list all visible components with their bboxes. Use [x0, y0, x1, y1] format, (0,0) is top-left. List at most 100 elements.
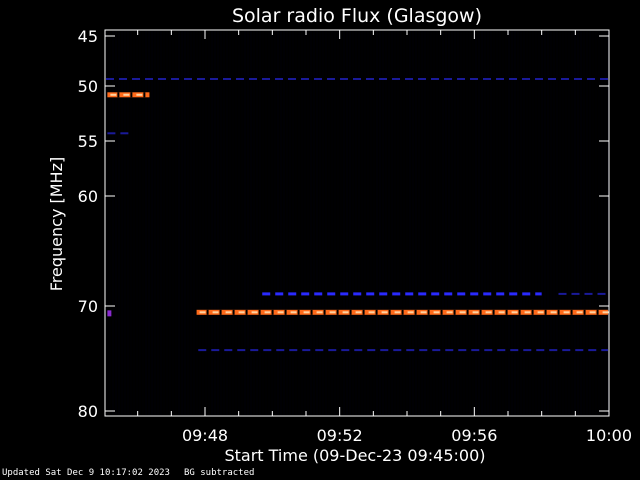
band-gap	[544, 309, 547, 315]
band-dash	[597, 292, 606, 295]
emission-band	[196, 309, 609, 315]
band-dash	[249, 78, 257, 80]
band-gap	[232, 309, 235, 315]
band-gap	[557, 309, 560, 315]
y-axis-label: Frequency [MHz]	[47, 157, 66, 291]
band-core	[381, 311, 388, 314]
band-gap	[596, 309, 599, 315]
band-dash	[584, 292, 593, 295]
band-dash	[302, 349, 311, 352]
band-dash	[496, 78, 504, 80]
band-dash	[419, 349, 428, 352]
band-dash	[341, 349, 350, 352]
band-core	[446, 311, 453, 314]
band-dash	[470, 292, 479, 296]
band-core	[303, 311, 310, 314]
band-dash	[340, 78, 348, 80]
band-gap	[479, 309, 482, 315]
x-tick-label: 09:52	[317, 426, 363, 445]
band-core	[524, 311, 531, 314]
band-core	[485, 311, 492, 314]
band-gap	[362, 309, 365, 315]
band-dash	[275, 78, 283, 80]
band-dash	[354, 349, 363, 352]
band-dash	[458, 349, 467, 352]
band-gap	[271, 309, 274, 315]
band-dash	[327, 292, 336, 296]
band-dash	[315, 349, 324, 352]
band-core	[355, 311, 362, 314]
band-dash	[379, 78, 387, 80]
band-dash	[600, 78, 608, 80]
band-gap	[505, 309, 508, 315]
band-core	[589, 311, 596, 314]
band-dash	[340, 292, 349, 296]
band-gap	[284, 309, 287, 315]
band-dash	[171, 78, 179, 80]
band-dash	[406, 349, 415, 352]
band-dash	[483, 78, 491, 80]
band-dash	[119, 78, 127, 80]
y-tick-label: 45	[78, 27, 98, 46]
band-dash	[392, 292, 401, 296]
band-dash	[198, 349, 207, 352]
band-gap	[388, 309, 391, 315]
band-core	[433, 311, 440, 314]
band-gap	[206, 309, 209, 315]
band-gap	[219, 309, 222, 315]
band-dash	[197, 78, 205, 80]
band-dash	[431, 78, 439, 80]
x-axis-label: Start Time (09-Dec-23 09:45:00)	[224, 446, 485, 465]
band-dash	[393, 349, 402, 352]
x-tick-label: 09:56	[451, 426, 497, 445]
band-dash	[379, 292, 388, 296]
band-gap	[245, 309, 248, 315]
band-dash	[184, 78, 192, 80]
band-gap	[427, 309, 430, 315]
x-tick-label: 10:00	[586, 426, 632, 445]
plot-frame	[104, 29, 610, 417]
band-dash	[471, 349, 480, 352]
emission-band	[198, 349, 608, 352]
band-gap	[349, 309, 352, 315]
band-core	[472, 311, 479, 314]
band-core	[136, 93, 143, 96]
band-dash	[158, 78, 166, 80]
band-dash	[301, 292, 310, 296]
y-tick-label: 80	[78, 402, 98, 421]
band-dash	[132, 78, 140, 80]
band-dash	[587, 78, 595, 80]
band-dash	[510, 349, 519, 352]
band-dash	[301, 78, 309, 80]
band-dash	[314, 292, 323, 296]
band-dash	[574, 78, 582, 80]
band-core	[277, 311, 284, 314]
band-dash	[328, 349, 337, 352]
band-dash	[522, 292, 531, 296]
band-core	[316, 311, 323, 314]
band-gap	[143, 92, 146, 98]
band-dash	[484, 349, 493, 352]
band-dash	[457, 292, 466, 296]
band-core	[110, 93, 117, 96]
band-gap	[258, 309, 261, 315]
band-dash	[106, 78, 114, 80]
band-dash	[562, 349, 571, 352]
band-core	[123, 93, 130, 96]
band-gap	[440, 309, 443, 315]
band-dash	[237, 349, 246, 352]
band-dash	[353, 78, 361, 80]
footer-background-note: BG subtracted	[184, 468, 255, 478]
band-dash	[405, 78, 413, 80]
band-dash	[314, 78, 322, 80]
band-core	[459, 311, 466, 314]
y-axis: 45 50 55 60 70 80	[78, 27, 609, 421]
band-gap	[323, 309, 326, 315]
band-core	[212, 311, 219, 314]
band-spot	[107, 310, 112, 317]
band-dash	[288, 78, 296, 80]
emission-band	[558, 292, 606, 295]
y-tick-label: 50	[78, 77, 98, 96]
band-core	[420, 311, 427, 314]
band-core	[498, 311, 505, 314]
